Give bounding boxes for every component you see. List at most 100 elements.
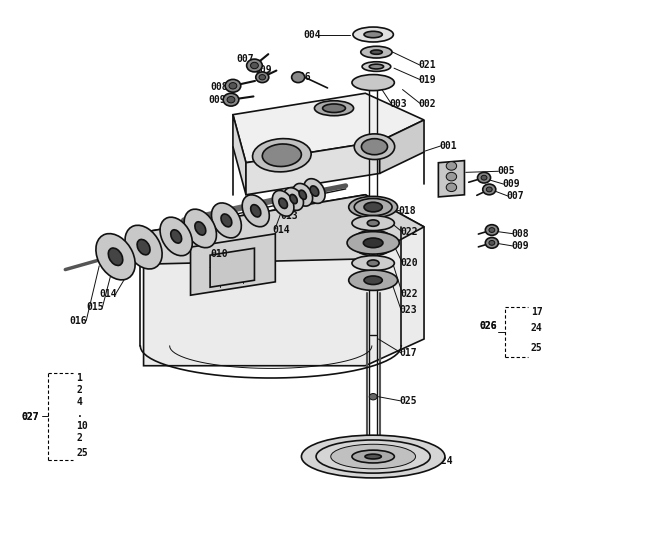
- Circle shape: [291, 72, 305, 83]
- Polygon shape: [143, 195, 424, 366]
- Text: 25: 25: [77, 448, 88, 458]
- Ellipse shape: [348, 197, 398, 217]
- Ellipse shape: [284, 188, 303, 211]
- Ellipse shape: [299, 190, 307, 199]
- Ellipse shape: [367, 220, 379, 226]
- Text: 024: 024: [435, 456, 453, 466]
- Circle shape: [489, 241, 495, 245]
- Text: 005: 005: [497, 166, 515, 176]
- Text: 013: 013: [280, 211, 298, 221]
- Polygon shape: [210, 248, 254, 287]
- Text: 027: 027: [22, 412, 39, 422]
- Ellipse shape: [171, 230, 181, 243]
- Ellipse shape: [96, 234, 135, 280]
- Text: 021: 021: [419, 61, 436, 70]
- Ellipse shape: [184, 209, 216, 248]
- Ellipse shape: [364, 31, 383, 38]
- Ellipse shape: [301, 435, 445, 478]
- Circle shape: [251, 62, 258, 69]
- Text: 012: 012: [290, 198, 307, 208]
- Circle shape: [247, 59, 262, 72]
- Text: 007: 007: [237, 54, 254, 64]
- Ellipse shape: [304, 179, 325, 204]
- Text: 014: 014: [272, 225, 290, 235]
- Ellipse shape: [362, 62, 391, 71]
- Polygon shape: [233, 93, 424, 163]
- Ellipse shape: [262, 144, 301, 166]
- Text: 24: 24: [531, 323, 543, 333]
- Ellipse shape: [160, 217, 193, 256]
- Text: 2: 2: [77, 433, 83, 443]
- Text: 1: 1: [77, 373, 83, 383]
- Ellipse shape: [362, 139, 388, 155]
- Circle shape: [486, 187, 492, 192]
- Text: 026: 026: [479, 321, 497, 331]
- Ellipse shape: [361, 46, 392, 58]
- Ellipse shape: [369, 64, 384, 69]
- Text: 020: 020: [401, 258, 418, 268]
- Text: 009: 009: [254, 65, 272, 75]
- Ellipse shape: [331, 444, 415, 469]
- Ellipse shape: [352, 450, 394, 463]
- Text: 018: 018: [398, 206, 415, 216]
- Text: 004: 004: [303, 30, 321, 40]
- Text: 010: 010: [210, 249, 228, 258]
- Ellipse shape: [293, 184, 312, 206]
- Ellipse shape: [347, 231, 400, 254]
- Text: 001: 001: [440, 141, 457, 151]
- Text: 011: 011: [298, 184, 316, 194]
- Ellipse shape: [137, 240, 150, 255]
- Text: .: .: [77, 409, 83, 419]
- Polygon shape: [191, 234, 275, 295]
- Ellipse shape: [371, 50, 383, 54]
- Text: 014: 014: [100, 289, 117, 299]
- Polygon shape: [233, 114, 246, 195]
- Circle shape: [446, 162, 457, 170]
- Text: 25: 25: [531, 343, 543, 353]
- Ellipse shape: [221, 214, 232, 227]
- Ellipse shape: [354, 134, 395, 159]
- Polygon shape: [246, 141, 380, 195]
- Ellipse shape: [364, 202, 383, 212]
- Ellipse shape: [253, 139, 311, 172]
- Circle shape: [483, 184, 496, 195]
- Ellipse shape: [353, 27, 394, 42]
- Text: 025: 025: [400, 396, 417, 406]
- Text: 4: 4: [77, 397, 83, 407]
- Ellipse shape: [212, 203, 241, 238]
- Ellipse shape: [242, 195, 269, 227]
- Text: 009: 009: [512, 241, 529, 251]
- Text: 008: 008: [211, 82, 229, 92]
- Text: 006: 006: [293, 72, 311, 82]
- Ellipse shape: [367, 260, 379, 266]
- Text: 023: 023: [400, 305, 417, 315]
- Text: 008: 008: [512, 229, 529, 239]
- Circle shape: [446, 183, 457, 192]
- Ellipse shape: [310, 186, 319, 196]
- Circle shape: [477, 172, 491, 183]
- Polygon shape: [380, 120, 424, 173]
- Circle shape: [229, 83, 237, 89]
- Text: 022: 022: [401, 227, 418, 237]
- Text: 019: 019: [419, 75, 436, 85]
- Ellipse shape: [352, 75, 394, 91]
- Circle shape: [225, 79, 241, 92]
- Ellipse shape: [108, 248, 122, 265]
- Ellipse shape: [365, 454, 381, 459]
- Text: 002: 002: [419, 99, 436, 109]
- Text: 015: 015: [87, 302, 104, 312]
- Ellipse shape: [352, 256, 394, 271]
- Text: 10: 10: [77, 421, 88, 431]
- Circle shape: [255, 72, 269, 83]
- Text: 022: 022: [401, 289, 418, 299]
- Ellipse shape: [195, 222, 206, 235]
- Text: 027: 027: [22, 412, 39, 422]
- Circle shape: [259, 75, 265, 80]
- Ellipse shape: [251, 205, 261, 217]
- Text: 007: 007: [507, 191, 525, 201]
- Ellipse shape: [352, 216, 394, 230]
- Ellipse shape: [290, 194, 297, 204]
- Circle shape: [481, 175, 487, 180]
- Ellipse shape: [348, 270, 398, 291]
- Ellipse shape: [125, 226, 162, 269]
